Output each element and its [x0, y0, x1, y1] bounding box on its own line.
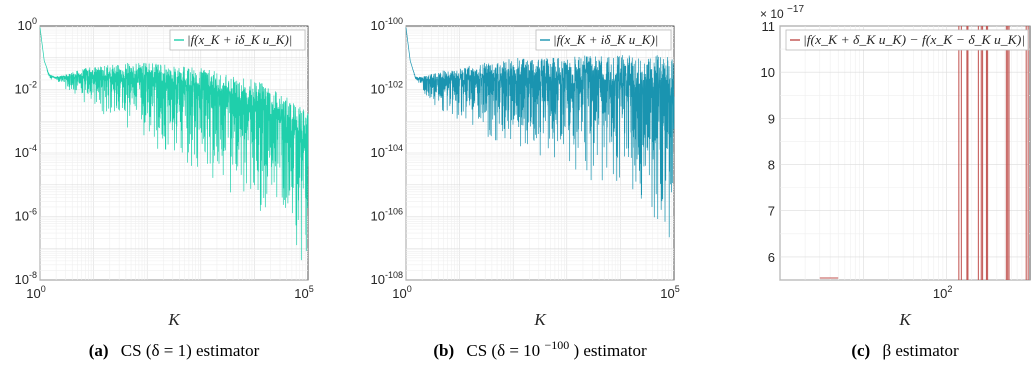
- y-tick-exp: -2: [29, 80, 37, 90]
- plot-b-caption-sup: −100: [544, 338, 569, 352]
- y-tick-label: 11: [762, 19, 776, 34]
- plot-c-legend-label: |f(x_K + δ_K u_K) − f(x_K − δ_K u_K)|: [803, 32, 1025, 47]
- plot-c-xlabel: K: [898, 310, 912, 329]
- plot-a-xlabel: K: [167, 310, 181, 329]
- plot-c-y-exponent-sup: −17: [787, 4, 804, 15]
- series-line: [39, 27, 309, 261]
- y-tick-label: 10-2: [15, 80, 37, 97]
- y-tick-base: 10: [15, 209, 29, 224]
- y-tick-base: 10: [371, 18, 385, 33]
- plot-c-frame: [779, 25, 1031, 281]
- y-tick-label: 6: [768, 250, 775, 265]
- plot-c-caption-label: (c): [851, 341, 870, 360]
- y-tick-base: 10: [371, 272, 385, 287]
- y-tick-exp: -106: [385, 207, 403, 217]
- plot-b-xlabel: K: [533, 310, 547, 329]
- y-tick-exp: -102: [385, 80, 403, 90]
- x-tick-base: 10: [26, 286, 40, 301]
- plot-b-legend-label: |f(x_K + iδ_K u_K)|: [553, 32, 658, 47]
- x-tick-label: 105: [294, 284, 313, 301]
- y-tick-label: 10-8: [15, 270, 37, 287]
- plot-c-data: [819, 26, 1029, 280]
- x-tick-base: 10: [294, 286, 308, 301]
- series-line: [405, 27, 675, 238]
- x-tick-label: 100: [26, 284, 45, 301]
- x-tick-exp: 5: [309, 284, 314, 294]
- y-tick-base: 10: [371, 82, 385, 97]
- plot-b-legend: |f(x_K + iδ_K u_K)|: [535, 29, 672, 51]
- plot-b-caption-text-after: ) estimator: [573, 341, 647, 360]
- plot-c-y-exponent: × 10 −17: [760, 4, 804, 21]
- y-tick-label: 10-106: [371, 207, 403, 224]
- y-tick-label: 10-104: [371, 143, 403, 160]
- x-tick-label: 100: [392, 284, 411, 301]
- x-tick-exp: 2: [947, 284, 952, 294]
- y-tick-label: 7: [768, 204, 775, 219]
- x-tick-base: 10: [933, 286, 947, 301]
- y-tick-label: 9: [768, 111, 775, 126]
- y-tick-label: 10-4: [15, 143, 37, 160]
- y-tick-exp: -108: [385, 270, 403, 280]
- y-tick-base: 10: [18, 18, 32, 33]
- y-tick-label: 10-6: [15, 207, 37, 224]
- y-tick-exp: -4: [29, 143, 37, 153]
- y-tick-label: 100: [18, 16, 37, 33]
- plot-c-y-exponent-base: × 10: [760, 7, 784, 21]
- plot-a-data: [39, 27, 309, 261]
- y-tick-exp: -100: [385, 16, 403, 26]
- y-tick-label: 10-102: [371, 80, 403, 97]
- plot-b-caption-text: CS (δ = 10: [466, 341, 540, 360]
- y-tick-base: 10: [371, 209, 385, 224]
- plot-a-legend: |f(x_K + iδ_K u_K)|: [169, 29, 306, 51]
- y-tick-base: 10: [15, 145, 29, 160]
- y-tick-base: 10: [15, 272, 29, 287]
- y-tick-label: 10: [761, 65, 775, 80]
- plot-a-caption: (a) CS (δ = 1) estimator: [89, 341, 260, 360]
- y-tick-label: 8: [768, 158, 775, 173]
- plot-b-caption: (b) CS (δ = 10 −100 ) estimator: [433, 334, 647, 360]
- y-tick-base: 10: [371, 145, 385, 160]
- y-tick-label: 10-108: [371, 270, 403, 287]
- y-tick-exp: 0: [32, 16, 37, 26]
- plot-b-caption-label: (b): [433, 341, 454, 360]
- plot-c-caption-text: β estimator: [882, 341, 958, 360]
- x-tick-base: 10: [660, 286, 674, 301]
- x-tick-base: 10: [392, 286, 406, 301]
- plot-a-caption-text: CS (δ = 1) estimator: [121, 341, 260, 360]
- plot-a-legend-label: |f(x_K + iδ_K u_K)|: [187, 32, 292, 47]
- x-tick-exp: 5: [675, 284, 680, 294]
- x-tick-exp: 0: [41, 284, 46, 294]
- x-tick-label: 105: [660, 284, 679, 301]
- plot-b-data: [405, 27, 675, 238]
- x-tick-exp: 0: [407, 284, 412, 294]
- plot-c-legend: |f(x_K + δ_K u_K) − f(x_K − δ_K u_K)|: [785, 29, 1029, 51]
- y-tick-base: 10: [15, 82, 29, 97]
- y-tick-exp: -104: [385, 143, 403, 153]
- plot-a-caption-label: (a): [89, 341, 109, 360]
- x-tick-label: 102: [933, 284, 952, 301]
- y-tick-exp: -6: [29, 207, 37, 217]
- plot-c-caption: (c) β estimator: [851, 341, 959, 360]
- y-tick-exp: -8: [29, 270, 37, 280]
- y-tick-label: 10-100: [371, 16, 403, 33]
